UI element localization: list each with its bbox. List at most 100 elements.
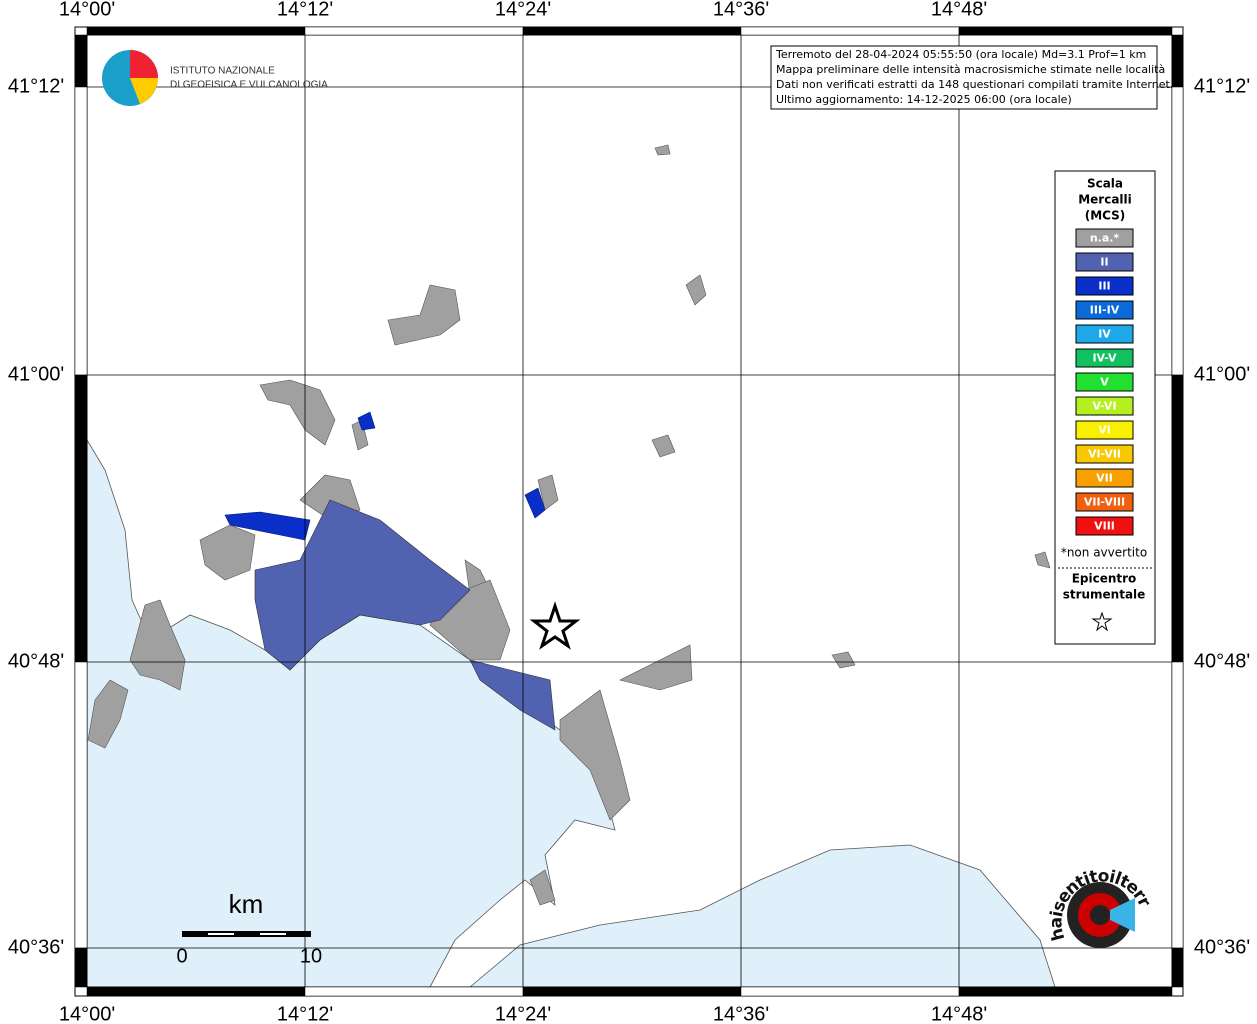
frame-segment bbox=[522, 986, 742, 997]
legend-label: VI-VII bbox=[1088, 448, 1121, 461]
latitude-label: 41°12' bbox=[1194, 75, 1250, 97]
longitude-label: 14°12' bbox=[277, 0, 333, 20]
latitude-label: 41°12' bbox=[8, 75, 64, 97]
coastline bbox=[469, 844, 1056, 988]
frame-segment bbox=[86, 986, 306, 997]
logo-megaphone bbox=[1110, 898, 1135, 932]
info-line: Dati non verificati estratti da 148 ques… bbox=[776, 78, 1173, 91]
municipality bbox=[524, 487, 546, 519]
latitude-label: 40°48' bbox=[8, 650, 64, 672]
longitude-label: 14°48' bbox=[931, 1003, 987, 1024]
legend-swatch bbox=[1075, 372, 1134, 392]
legend-label: V-VI bbox=[1092, 400, 1116, 413]
municipality bbox=[651, 434, 676, 458]
municipality bbox=[654, 144, 671, 156]
municipality bbox=[87, 679, 129, 749]
latitude-label: 40°48' bbox=[1194, 650, 1250, 672]
latitude-label: 41°00' bbox=[1194, 363, 1250, 385]
frame-segment bbox=[1171, 34, 1184, 88]
legend-epicentre: strumentale bbox=[1063, 588, 1146, 602]
legend-epicentre: Epicentro bbox=[1072, 572, 1137, 586]
info-text: Terremoto del 28-04-2024 05:55:50 (ora l… bbox=[775, 48, 1173, 106]
frame-segment bbox=[74, 947, 88, 988]
municipality bbox=[259, 379, 336, 446]
municipality bbox=[529, 869, 556, 906]
municipality bbox=[357, 411, 376, 431]
longitude-label: 14°36' bbox=[713, 1003, 769, 1024]
scale-label: 0 bbox=[176, 945, 187, 967]
info-line: Terremoto del 28-04-2024 05:55:50 (ora l… bbox=[775, 48, 1146, 61]
longitude-label: 14°24' bbox=[495, 0, 551, 20]
frame-segment bbox=[1171, 374, 1184, 663]
epicentre-star bbox=[529, 601, 581, 650]
legend-label: VIII bbox=[1094, 520, 1115, 533]
scale-bar bbox=[182, 931, 311, 937]
municipality bbox=[469, 659, 556, 731]
municipality bbox=[831, 651, 856, 669]
legend-swatch bbox=[1075, 420, 1134, 440]
frame-segment bbox=[304, 986, 524, 997]
legend-swatch bbox=[1075, 492, 1134, 512]
frame-segment bbox=[740, 26, 960, 36]
legend-swatch bbox=[1075, 300, 1134, 320]
legend-label: II bbox=[1100, 256, 1108, 269]
municipality bbox=[254, 499, 471, 671]
legend-swatch bbox=[1075, 444, 1134, 464]
scale-label: 10 bbox=[300, 945, 322, 967]
logo-segment bbox=[130, 78, 158, 104]
legend-title: Mercalli bbox=[1078, 193, 1132, 207]
legend-label: VII bbox=[1096, 472, 1113, 485]
frame-segment bbox=[522, 26, 742, 36]
municipality bbox=[537, 474, 559, 511]
municipality bbox=[351, 419, 369, 451]
latitude-label: 41°00' bbox=[8, 363, 64, 385]
frame-segment bbox=[86, 26, 306, 36]
longitude-label: 14°00' bbox=[59, 1003, 115, 1024]
logo-text: ISTITUTO NAZIONALE bbox=[170, 66, 275, 77]
legend-label: III-IV bbox=[1090, 304, 1120, 317]
municipality bbox=[619, 644, 693, 691]
municipality bbox=[685, 274, 707, 306]
sea bbox=[470, 845, 1055, 987]
legend-label: n.a.* bbox=[1090, 232, 1120, 245]
legend-swatch bbox=[1075, 516, 1134, 536]
legend-swatch bbox=[1075, 276, 1134, 296]
frame-segment bbox=[958, 26, 1173, 36]
legend-title: Scala bbox=[1087, 177, 1123, 191]
legend-swatch bbox=[1075, 468, 1134, 488]
legend-swatch bbox=[1075, 396, 1134, 416]
frame-segment bbox=[1171, 947, 1184, 988]
legend-label: V bbox=[1100, 376, 1109, 389]
frame-ticks bbox=[74, 26, 1184, 997]
longitude-label: 14°12' bbox=[277, 1003, 333, 1024]
legend-label: VI bbox=[1098, 424, 1111, 437]
latitude-label: 40°36' bbox=[8, 936, 64, 958]
scale-bar bbox=[260, 933, 286, 935]
longitude-label: 14°24' bbox=[495, 1003, 551, 1024]
frame-segment bbox=[958, 986, 1173, 997]
legend-star bbox=[1091, 611, 1113, 632]
scale-unit: km bbox=[229, 889, 264, 919]
legend-swatch bbox=[1075, 252, 1134, 272]
legend: ScalaMercalli(MCS)n.a.*IIIIIIII-IVIVIV-V… bbox=[1075, 177, 1134, 536]
sea bbox=[87, 440, 615, 987]
municipality bbox=[387, 284, 461, 346]
info-box bbox=[770, 45, 1158, 110]
municipality bbox=[559, 689, 631, 821]
frame-segment bbox=[304, 26, 524, 36]
frame-segment bbox=[74, 661, 88, 949]
logo-segment bbox=[130, 50, 158, 78]
logo-text: DI GEOFISICA E VULCANOLOGIA bbox=[170, 80, 328, 91]
longitude-label: 14°48' bbox=[931, 0, 987, 20]
municipality bbox=[1034, 551, 1051, 569]
frame-segment bbox=[74, 86, 88, 376]
logo-circle bbox=[1090, 905, 1110, 925]
info-line: Ultimo aggiornamento: 14-12-2025 06:00 (… bbox=[776, 93, 1072, 106]
frame-segment bbox=[74, 374, 88, 663]
longitude-label: 14°36' bbox=[713, 0, 769, 20]
legend-label: VII-VIII bbox=[1084, 496, 1125, 509]
legend-label: IV-V bbox=[1092, 352, 1117, 365]
municipality bbox=[129, 599, 186, 691]
frame-segment bbox=[740, 986, 960, 997]
